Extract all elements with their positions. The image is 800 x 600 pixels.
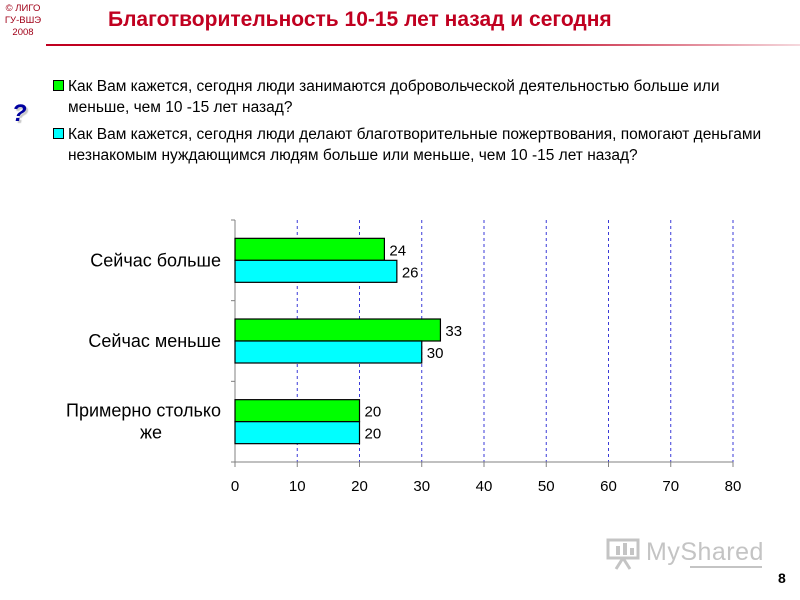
x-tick-label-50: 50 [538,478,555,495]
watermark-underline [690,566,762,568]
x-tick-label-70: 70 [662,478,679,495]
bar-series2-3 [234,421,361,445]
question-mark-icon: ? [12,100,27,127]
bar-series1-1 [234,237,385,261]
page-title: Благотворительность 10-15 лет назад и се… [108,8,612,31]
myshared-logo: MyShared [606,536,766,572]
category-label-1: Сейчас больше [90,250,221,270]
bar-series1-2 [234,318,442,342]
legend-text-donations: Как Вам кажется, сегодня люди делают бла… [68,126,762,164]
data-label-series2-3: 20 [365,426,382,443]
legend-swatch-cyan [53,128,64,139]
page-number: 8 [778,570,786,586]
copyright-label: © ЛИГО ГУ-ВШЭ 2008 [4,3,42,38]
x-tick-label-30: 30 [413,478,430,495]
bar-series1-3 [234,399,361,423]
data-label-series1-3: 20 [365,404,382,421]
data-label-series2-2: 30 [427,345,444,362]
legend-text-volunteering: Как Вам кажется, сегодня люди занимаются… [68,78,720,116]
bar-series2-1 [234,259,398,283]
x-tick-label-0: 0 [231,478,239,495]
x-tick-label-80: 80 [725,478,742,495]
watermark-text: MyShared [646,538,764,566]
x-tick-label-60: 60 [600,478,617,495]
legend-swatch-green [53,80,64,91]
data-label-series1-1: 24 [389,242,406,259]
bar-series2-2 [234,340,423,364]
data-label-series2-1: 26 [402,264,419,281]
x-tick-label-20: 20 [351,478,368,495]
title-underline [46,44,800,46]
x-tick-label-40: 40 [476,478,493,495]
data-label-series1-2: 33 [445,323,462,340]
projector-screen-icon [606,538,640,570]
category-label-2: Сейчас меньше [88,331,221,351]
category-label-3: Примерно столько же [66,401,221,443]
x-tick-label-10: 10 [289,478,306,495]
